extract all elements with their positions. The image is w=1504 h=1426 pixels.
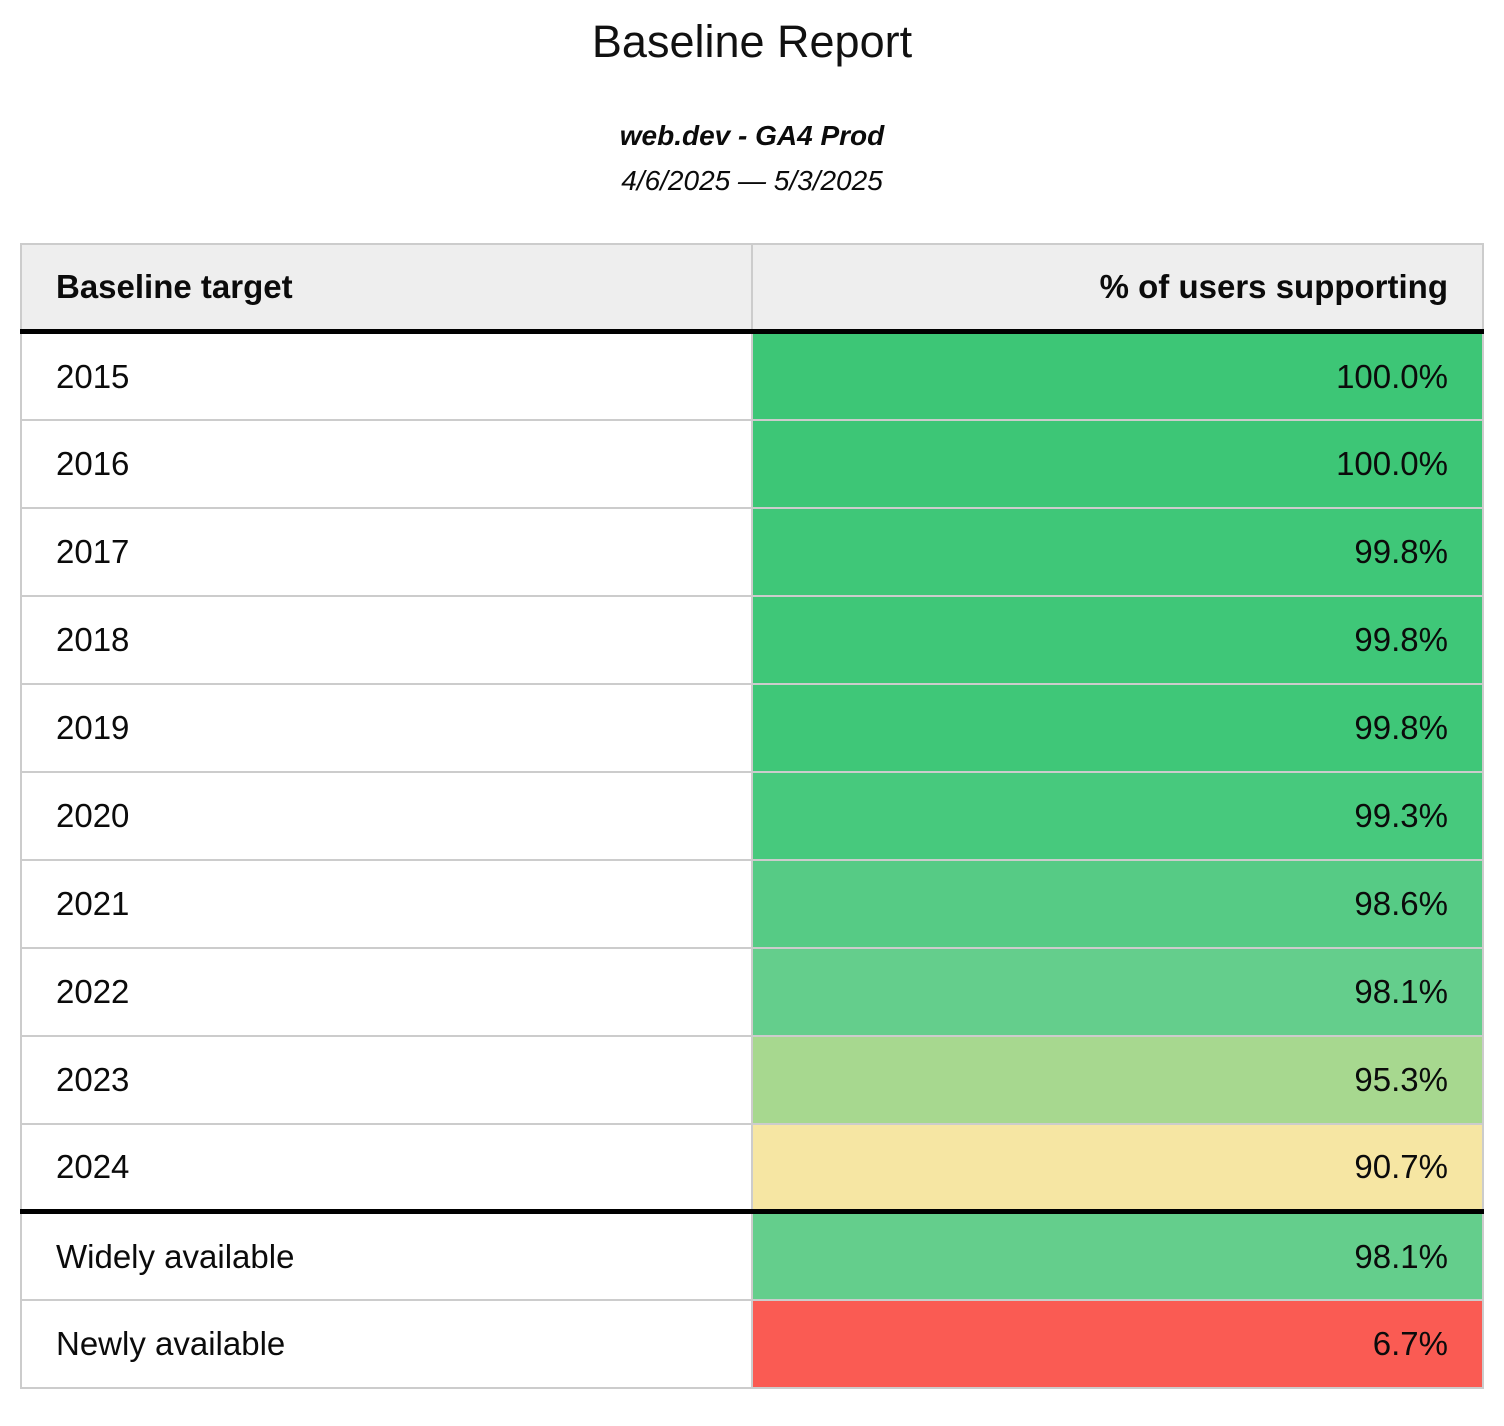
report-header: Baseline Report web.dev - GA4 Prod 4/6/2… <box>0 16 1504 197</box>
users-supporting-cell: 98.6% <box>751 858 1484 949</box>
baseline-target-cell: 2018 <box>20 594 753 685</box>
table-row: 2015 100.0% <box>20 330 1484 421</box>
table-body: 2015 100.0% 2016 100.0% 2017 99.8% 2018 99.8% 20… <box>20 330 1484 1389</box>
baseline-target-cell: 2015 <box>20 330 753 421</box>
baseline-target-cell: Newly available <box>20 1298 753 1389</box>
baseline-target-cell: 2022 <box>20 946 753 1037</box>
baseline-target-cell: 2024 <box>20 1122 753 1213</box>
users-supporting-cell: 99.8% <box>751 682 1484 773</box>
table-row: 2023 95.3% <box>20 1034 1484 1125</box>
baseline-target-cell: 2019 <box>20 682 753 773</box>
report-subtitle: web.dev - GA4 Prod <box>619 119 885 151</box>
baseline-target-cell: Widely available <box>20 1209 753 1301</box>
baseline-target-cell: 2021 <box>20 858 753 949</box>
users-supporting-cell: 90.7% <box>751 1122 1484 1213</box>
table-row: 2022 98.1% <box>20 946 1484 1037</box>
users-supporting-cell: 99.8% <box>751 594 1484 685</box>
baseline-target-cell: 2020 <box>20 770 753 861</box>
page-title: Baseline Report <box>591 16 913 67</box>
table-row: 2016 100.0% <box>20 418 1484 509</box>
baseline-table: Baseline target % of users supporting 20… <box>20 242 1484 1389</box>
table-row: Widely available 98.1% <box>20 1209 1484 1301</box>
users-supporting-cell: 99.3% <box>751 770 1484 861</box>
baseline-target-cell: 2016 <box>20 418 753 509</box>
table-row: 2017 99.8% <box>20 506 1484 597</box>
report-date-range: 4/6/2025 — 5/3/2025 <box>621 164 883 196</box>
users-supporting-cell: 98.1% <box>751 1209 1484 1301</box>
table-row: Newly available 6.7% <box>20 1298 1484 1389</box>
users-supporting-cell: 6.7% <box>751 1298 1484 1389</box>
table-header: Baseline target % of users supporting <box>20 242 1484 335</box>
table-row: 2018 99.8% <box>20 594 1484 685</box>
column-header-users-supporting: % of users supporting <box>751 242 1484 335</box>
users-supporting-cell: 100.0% <box>751 418 1484 509</box>
users-supporting-cell: 95.3% <box>751 1034 1484 1125</box>
table-row: 2020 99.3% <box>20 770 1484 861</box>
table-row: 2021 98.6% <box>20 858 1484 949</box>
table-header-row: Baseline target % of users supporting <box>20 242 1484 335</box>
users-supporting-cell: 98.1% <box>751 946 1484 1037</box>
table-row: 2019 99.8% <box>20 682 1484 773</box>
baseline-target-cell: 2017 <box>20 506 753 597</box>
baseline-target-cell: 2023 <box>20 1034 753 1125</box>
users-supporting-cell: 100.0% <box>751 330 1484 421</box>
users-supporting-cell: 99.8% <box>751 506 1484 597</box>
table-row: 2024 90.7% <box>20 1122 1484 1213</box>
column-header-baseline-target: Baseline target <box>20 242 753 335</box>
